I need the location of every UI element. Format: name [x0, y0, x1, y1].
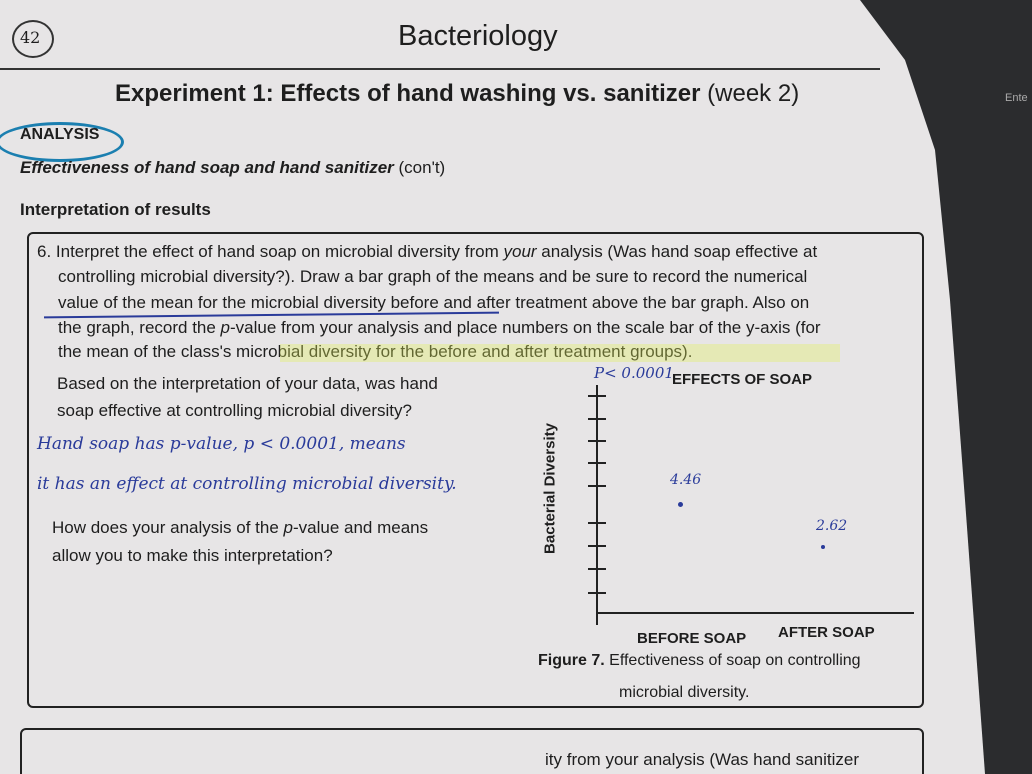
point-label: 2.62 [816, 518, 848, 534]
header-title: Bacteriology [398, 20, 558, 52]
caption-text: Effectiveness of soap on controlling [609, 652, 861, 669]
subtitle-main: Effectiveness of hand soap and hand sani… [20, 158, 394, 177]
p-value: P< 0.0001 [594, 364, 674, 382]
title-note: (week 2) [707, 80, 800, 107]
text: your [503, 242, 537, 261]
tick [588, 485, 606, 487]
subtitle-note: (con't) [398, 158, 446, 177]
experiment-title: Experiment 1: Effects of hand washing vs… [115, 80, 799, 108]
answer: it has an effect at controlling microbia… [37, 474, 457, 494]
text: -value and means [292, 518, 429, 537]
caption: microbial diversity. [619, 684, 750, 701]
figure-title: EFFECTS OF SOAP [672, 371, 813, 388]
text: How does your analysis of the [52, 518, 284, 537]
y-axis [596, 385, 598, 625]
question-box [27, 232, 924, 708]
x-axis [596, 612, 914, 614]
text: 6. Interpret the effect of hand soap on … [37, 242, 504, 261]
question-line: value of the mean for the microbial dive… [58, 293, 810, 312]
x-label: AFTER SOAP [778, 624, 875, 641]
tick [588, 545, 606, 547]
question-line: 6. Interpret the effect of hand soap on … [37, 242, 817, 262]
text: p [220, 318, 231, 337]
tick [588, 522, 606, 524]
page-circle [12, 20, 54, 58]
highlight [280, 344, 840, 362]
tick [588, 568, 606, 570]
text: the graph, record the [58, 318, 221, 337]
question-line: the graph, record the p-value from your … [58, 318, 821, 338]
prompt: allow you to make this interpretation? [52, 546, 333, 565]
x-label: BEFORE SOAP [637, 630, 747, 647]
prompt: Based on the interpretation of your data… [57, 374, 438, 393]
text: -value from your analysis and place numb… [230, 318, 821, 337]
next-box [20, 728, 924, 774]
point-label: 4.46 [670, 472, 702, 488]
question-line: the mean of the class's microbial divers… [58, 342, 693, 361]
next-question: ity from your analysis (Was hand sanitiz… [545, 750, 859, 769]
key-label: Ente [1005, 92, 1028, 104]
tick [588, 395, 606, 397]
prompt: How does your analysis of the p-value an… [52, 518, 428, 538]
prompt: soap effective at controlling microbial … [57, 401, 412, 420]
tick [588, 440, 606, 442]
rule [0, 68, 880, 70]
section: ANALYSIS [20, 126, 100, 143]
heading: Interpretation of results [20, 200, 211, 219]
caption-number: Figure 7. [538, 652, 605, 669]
text: p [283, 518, 293, 537]
text: analysis (Was hand soap effective at [536, 242, 818, 261]
question-line: controlling microbial diversity?). Draw … [58, 267, 808, 286]
ellipse [0, 122, 124, 162]
page-number: 42 [20, 28, 41, 47]
title-main: Experiment 1: Effects of hand washing vs… [115, 80, 701, 107]
point [821, 545, 825, 549]
y-label: Bacterial Diversity [541, 423, 559, 554]
tick [588, 418, 606, 420]
tick [588, 592, 606, 594]
point [678, 502, 683, 507]
tick [588, 462, 606, 464]
subtitle: Effectiveness of hand soap and hand sani… [20, 158, 445, 178]
caption: Figure 7. Effectiveness of soap on contr… [538, 652, 861, 670]
answer: Hand soap has p-value, p < 0.0001, means [37, 434, 406, 454]
